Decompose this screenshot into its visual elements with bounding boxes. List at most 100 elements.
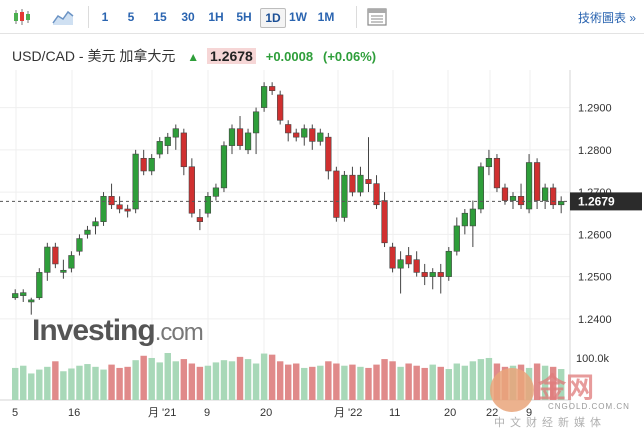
candle-body xyxy=(236,128,244,146)
price-tick-label: 1.2600 xyxy=(578,229,612,241)
candle-body xyxy=(325,136,332,172)
candle-body xyxy=(52,246,59,265)
area-chart-icon[interactable] xyxy=(52,7,74,27)
volume-bar xyxy=(100,369,107,400)
candle-body xyxy=(277,94,284,121)
volume-bar xyxy=(156,362,163,400)
timeframe-5[interactable]: 5 xyxy=(127,10,135,24)
timeframe-1d[interactable]: 1D xyxy=(260,8,286,28)
candle-body xyxy=(445,250,452,277)
volume-axis-label: 100.0k xyxy=(576,353,610,365)
volume-bar xyxy=(485,357,493,400)
cngold-url: CNGOLD.COM.CN xyxy=(548,402,630,411)
price-tick-label: 1.2400 xyxy=(578,314,612,326)
candle-body xyxy=(421,272,428,277)
candle-body xyxy=(533,162,541,201)
timeframe-5h[interactable]: 5H xyxy=(236,10,252,24)
time-tick-label: 20 xyxy=(444,407,456,419)
watermark-brand: Investing xyxy=(32,314,156,347)
volume-bar xyxy=(381,359,388,400)
volume-bar xyxy=(68,368,75,400)
candle-body xyxy=(132,153,139,210)
volume-bar xyxy=(20,365,27,400)
time-tick-label: 20 xyxy=(260,407,272,419)
timeframe-1[interactable]: 1 xyxy=(101,10,109,24)
volume-bar xyxy=(421,367,428,400)
timeframe-30[interactable]: 30 xyxy=(181,10,195,24)
price-tick-label: 1.2900 xyxy=(578,103,612,115)
investing-watermark: Investing.com xyxy=(32,314,204,348)
volume-bar xyxy=(76,365,83,400)
candle-body xyxy=(172,128,179,138)
volume-bar xyxy=(124,366,131,400)
volume-bar xyxy=(60,371,67,400)
volume-bar xyxy=(204,365,212,400)
volume-bar xyxy=(405,363,412,400)
volume-bar xyxy=(116,367,123,400)
volume-bar xyxy=(252,363,260,400)
volume-bar xyxy=(341,365,348,400)
current-price-box xyxy=(570,192,642,211)
price-chart[interactable]: 1.29001.28001.27001.26001.25001.2400100.… xyxy=(0,70,644,437)
volume-bar xyxy=(236,356,244,400)
candle-body xyxy=(285,124,292,134)
candlestick-icon[interactable] xyxy=(12,7,34,27)
candle-body xyxy=(397,259,404,269)
candle-body xyxy=(124,208,131,212)
timeframe-1m[interactable]: 1M xyxy=(317,10,335,24)
volume-bar xyxy=(92,366,99,400)
candle-body xyxy=(309,128,316,142)
volume-bar xyxy=(228,361,236,400)
candle-body xyxy=(437,272,444,277)
candle-body xyxy=(357,174,364,193)
candle-body xyxy=(116,204,123,210)
volume-bar xyxy=(437,366,444,400)
volume-bar xyxy=(389,361,396,400)
volume-bar xyxy=(469,361,477,400)
volume-bar xyxy=(365,367,372,400)
time-tick-label: 5 xyxy=(12,407,18,419)
candle-body xyxy=(68,255,75,269)
candle-body xyxy=(349,174,356,193)
volume-bar xyxy=(140,355,147,400)
timeframe-1w[interactable]: 1W xyxy=(289,10,307,24)
candle-body xyxy=(148,157,155,172)
time-tick-label: 月 '22 xyxy=(334,407,362,419)
candle-body xyxy=(60,269,67,273)
up-arrow-icon: ▲ xyxy=(187,50,200,64)
volume-bar xyxy=(268,354,276,400)
volume-bar xyxy=(212,362,220,400)
candle-body xyxy=(108,196,115,206)
volume-bar xyxy=(357,366,364,400)
candle-body xyxy=(477,166,485,210)
candle-body xyxy=(341,174,348,218)
candle-body xyxy=(76,238,83,252)
candle-body xyxy=(293,132,300,138)
volume-bar xyxy=(132,360,139,400)
timeframe-15[interactable]: 15 xyxy=(153,10,167,24)
volume-bar xyxy=(36,369,43,400)
time-tick-label: 9 xyxy=(204,407,210,419)
volume-bar xyxy=(188,363,196,400)
candle-body xyxy=(220,145,228,189)
time-tick-label: 16 xyxy=(68,407,80,419)
time-tick-label: 11 xyxy=(389,407,400,419)
volume-bar xyxy=(461,365,469,400)
time-tick-label: 月 '21 xyxy=(148,407,176,419)
volume-bar xyxy=(180,359,188,400)
candle-body xyxy=(244,132,252,151)
table-view-icon[interactable] xyxy=(366,7,388,27)
volume-bar xyxy=(533,363,541,400)
timeframe-1h[interactable]: 1H xyxy=(208,10,224,24)
cngold-logo-icon xyxy=(490,368,534,412)
toolbar-divider xyxy=(88,6,89,28)
volume-bar xyxy=(541,365,549,400)
volume-bar xyxy=(196,366,204,400)
instrument-header: USD/CAD - 美元 加拿大元 ▲ 1.2678 +0.0008 (+0.0… xyxy=(12,46,376,66)
technical-chart-link[interactable]: 技術圖表 » xyxy=(577,11,636,25)
candle-body xyxy=(36,272,43,299)
candle-body xyxy=(28,299,35,303)
volume-bar xyxy=(453,363,461,400)
cngold-watermark: 金网 CNGOLD.COM.CN 中文财经新媒体 xyxy=(490,366,644,437)
price-change-percent: (+0.06%) xyxy=(322,49,377,64)
